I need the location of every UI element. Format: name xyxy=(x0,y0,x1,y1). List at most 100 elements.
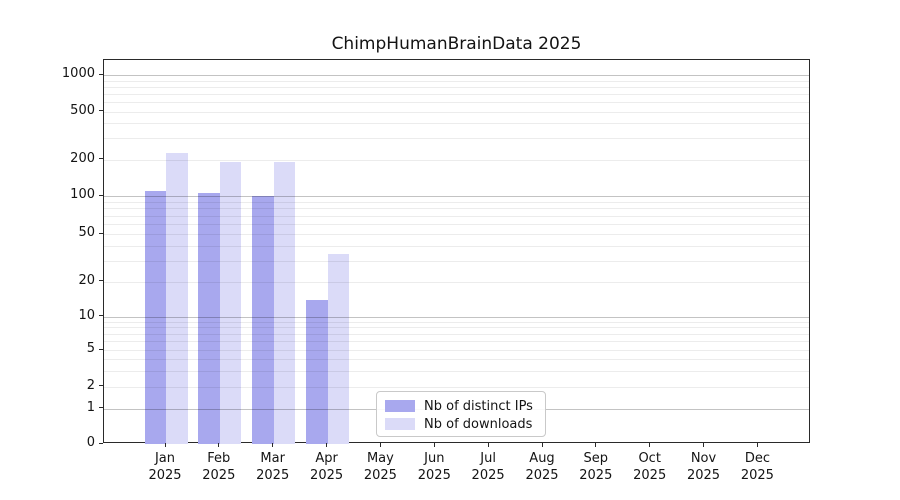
y-tick-mark xyxy=(99,280,103,281)
legend-swatch-nb-of-distinct-ips xyxy=(385,400,415,412)
x-tick-label-sep-2025: Sep 2025 xyxy=(566,450,626,484)
bar-nb-of-downloads-mar-2025 xyxy=(273,162,296,444)
x-tick-label-jul-2025: Jul 2025 xyxy=(458,450,518,484)
x-tick-label-oct-2025: Oct 2025 xyxy=(620,450,680,484)
y-tick-label: 10 xyxy=(78,307,95,323)
bar-nb-of-distinct-ips-apr-2025 xyxy=(306,299,328,444)
y-tick-label: 5 xyxy=(86,341,95,356)
x-tick-mark xyxy=(272,443,274,447)
plot-area xyxy=(103,59,810,444)
gridline-y-6 xyxy=(104,341,809,343)
gridline-y-1000 xyxy=(104,75,809,76)
x-tick-label-apr-2025: Apr 2025 xyxy=(297,450,357,484)
x-tick-mark xyxy=(218,443,220,447)
gridline-y-800 xyxy=(104,86,809,88)
x-tick-mark xyxy=(649,443,651,447)
y-tick-mark xyxy=(99,442,103,444)
x-tick-mark xyxy=(379,443,381,447)
x-tick-label-feb-2025: Feb 2025 xyxy=(189,450,249,484)
gridline-y-500 xyxy=(104,111,809,113)
y-tick-mark xyxy=(99,110,103,112)
chart-title: ChimpHumanBrainData 2025 xyxy=(331,34,582,54)
y-tick-mark xyxy=(99,315,103,316)
bar-nb-of-distinct-ips-mar-2025 xyxy=(252,196,274,444)
x-tick-label-aug-2025: Aug 2025 xyxy=(512,450,572,484)
bar-nb-of-distinct-ips-jan-2025 xyxy=(144,191,166,444)
y-tick-label: 1000 xyxy=(61,66,95,81)
x-tick-label-year: 2025 xyxy=(148,468,182,483)
gridline-y-3 xyxy=(104,370,809,372)
x-tick-label-year: 2025 xyxy=(256,468,290,483)
y-tick-label: 100 xyxy=(70,187,95,202)
bar-nb-of-downloads-feb-2025 xyxy=(219,162,242,444)
legend-row-nb-of-distinct-ips: Nb of distinct IPs xyxy=(385,398,537,414)
gridline-y-100 xyxy=(104,196,809,197)
x-tick-mark xyxy=(541,443,543,447)
legend-label: Nb of distinct IPs xyxy=(424,398,533,414)
gridline-y-9 xyxy=(104,321,809,323)
legend-swatch-nb-of-downloads xyxy=(385,418,415,430)
gridline-y-700 xyxy=(104,93,809,95)
y-tick-mark xyxy=(99,158,103,160)
x-tick-label-jun-2025: Jun 2025 xyxy=(404,450,464,484)
x-tick-mark xyxy=(433,443,435,447)
y-tick-label: 200 xyxy=(70,150,95,166)
y-tick-label: 2 xyxy=(86,377,95,393)
gridline-y-10 xyxy=(104,316,809,318)
x-tick-label-year: 2025 xyxy=(471,468,505,483)
x-tick-mark xyxy=(703,443,704,447)
bar-nb-of-downloads-apr-2025 xyxy=(327,254,350,444)
x-tick-label-jan-2025: Jan 2025 xyxy=(135,450,195,484)
x-tick-label-year: 2025 xyxy=(686,468,721,483)
gridline-y-200 xyxy=(104,159,809,161)
x-tick-mark xyxy=(487,443,489,447)
x-tick-label-year: 2025 xyxy=(740,468,774,483)
gridline-y-20 xyxy=(104,281,809,283)
gridline-y-4 xyxy=(104,358,809,360)
gridline-y-70 xyxy=(104,215,809,217)
y-tick-label: 20 xyxy=(78,272,95,288)
bar-nb-of-distinct-ips-feb-2025 xyxy=(198,193,220,444)
x-tick-label-year: 2025 xyxy=(633,468,667,483)
gridline-y-300 xyxy=(104,138,809,140)
gridline-y-900 xyxy=(104,80,809,82)
gridline-y-600 xyxy=(104,102,809,103)
x-tick-mark xyxy=(595,443,597,447)
x-tick-label-dec-2025: Dec 2025 xyxy=(727,450,787,484)
gridline-y-5 xyxy=(104,350,809,351)
bar-nb-of-downloads-jan-2025 xyxy=(166,153,188,444)
gridline-y-60 xyxy=(104,224,809,225)
y-tick-mark xyxy=(99,194,103,196)
y-tick-label: 0 xyxy=(86,435,95,450)
gridline-y-30 xyxy=(104,260,809,262)
x-tick-label-mar-2025: Mar 2025 xyxy=(243,450,303,484)
gridline-y-40 xyxy=(104,245,809,247)
y-tick-label: 50 xyxy=(78,225,95,240)
y-tick-label: 1 xyxy=(86,399,95,415)
gridline-y-80 xyxy=(104,208,809,210)
gridline-y-7 xyxy=(104,333,809,335)
y-tick-mark xyxy=(99,348,103,350)
gridline-y-90 xyxy=(104,201,809,203)
y-tick-mark xyxy=(99,407,103,409)
x-tick-mark xyxy=(756,443,758,447)
y-tick-mark xyxy=(99,232,103,234)
x-tick-label-year: 2025 xyxy=(579,468,613,483)
gridline-y-50 xyxy=(104,234,809,235)
x-tick-label-year: 2025 xyxy=(525,468,559,483)
x-tick-label-year: 2025 xyxy=(202,468,236,483)
legend-row-nb-of-downloads: Nb of downloads xyxy=(385,416,537,432)
x-tick-label-may-2025: May 2025 xyxy=(350,450,410,484)
x-tick-label-year: 2025 xyxy=(363,468,397,483)
legend: Nb of distinct IPs Nb of downloads xyxy=(376,391,546,437)
x-tick-mark xyxy=(164,443,166,447)
gridline-y-2 xyxy=(104,386,809,388)
y-tick-label: 500 xyxy=(70,102,95,118)
x-tick-label-year: 2025 xyxy=(310,468,344,483)
legend-label: Nb of downloads xyxy=(424,416,533,432)
x-tick-label-nov-2025: Nov 2025 xyxy=(674,450,734,484)
gridline-y-8 xyxy=(104,327,809,329)
x-tick-mark xyxy=(326,443,328,447)
x-tick-label-year: 2025 xyxy=(417,468,451,483)
